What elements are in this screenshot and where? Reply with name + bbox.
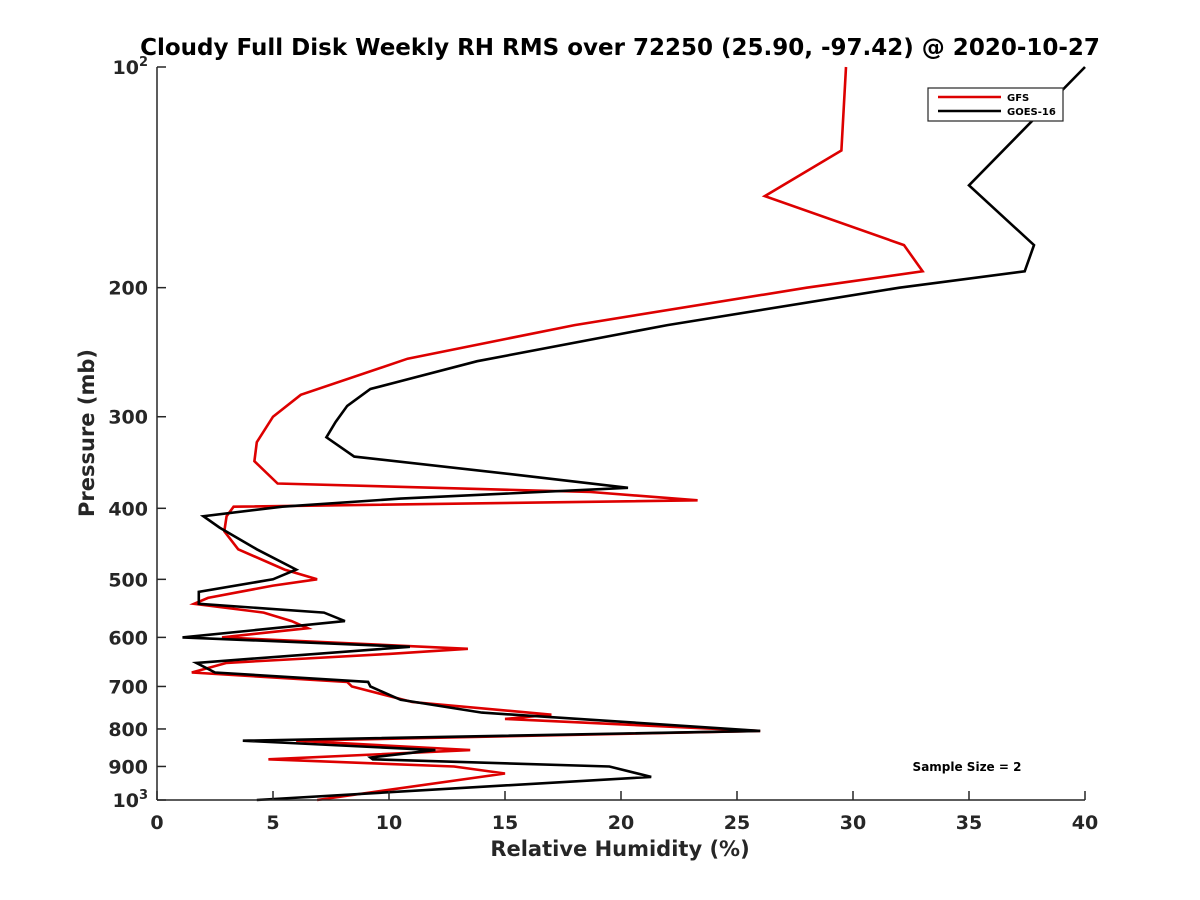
y-tick-label: 700 (108, 676, 148, 698)
x-tick-label: 20 (608, 812, 634, 834)
legend: GFS GOES-16 (927, 87, 1064, 122)
x-tick-label: 35 (956, 812, 982, 834)
series-group (182, 66, 1086, 802)
x-tick-label: 10 (376, 812, 402, 834)
y-tick-label: 800 (108, 719, 148, 741)
y-tick-exponent: 3 (139, 788, 148, 803)
x-tick-label: 40 (1072, 812, 1098, 834)
y-tick-exponent: 2 (139, 55, 148, 70)
y-tick-base: 10 (113, 57, 139, 79)
x-tick-label: 30 (840, 812, 866, 834)
y-tick-label: 400 (108, 498, 148, 520)
sample-size-annotation: Sample Size = 2 (913, 760, 1022, 774)
x-axis-label: Relative Humidity (%) (490, 837, 749, 861)
y-tick-label: 900 (108, 756, 148, 778)
y-tick-label: 103 (113, 788, 149, 812)
x-tick-label: 15 (492, 812, 518, 834)
y-tick-base: 10 (113, 790, 139, 812)
x-tick-label: 0 (150, 812, 163, 834)
legend-label-gfs: GFS (1007, 93, 1029, 104)
y-axis-label: Pressure (mb) (75, 349, 99, 517)
y-tick-label: 300 (108, 407, 148, 429)
chart-title: Cloudy Full Disk Weekly RH RMS over 7225… (140, 35, 1100, 61)
y-tick-label: 102 (113, 55, 149, 79)
legend-box (927, 87, 1064, 122)
x-tick-label: 25 (724, 812, 750, 834)
y-tick-label: 200 (108, 278, 148, 300)
series-line-goes16 (182, 66, 1086, 802)
legend-label-goes16: GOES-16 (1007, 107, 1056, 118)
series-line-gfs (189, 66, 925, 802)
x-ticks: 0 5 10 15 20 25 30 35 40 (150, 791, 1098, 834)
x-tick-label: 5 (266, 812, 279, 834)
y-tick-label: 500 (108, 569, 148, 591)
y-tick-label: 600 (108, 627, 148, 649)
